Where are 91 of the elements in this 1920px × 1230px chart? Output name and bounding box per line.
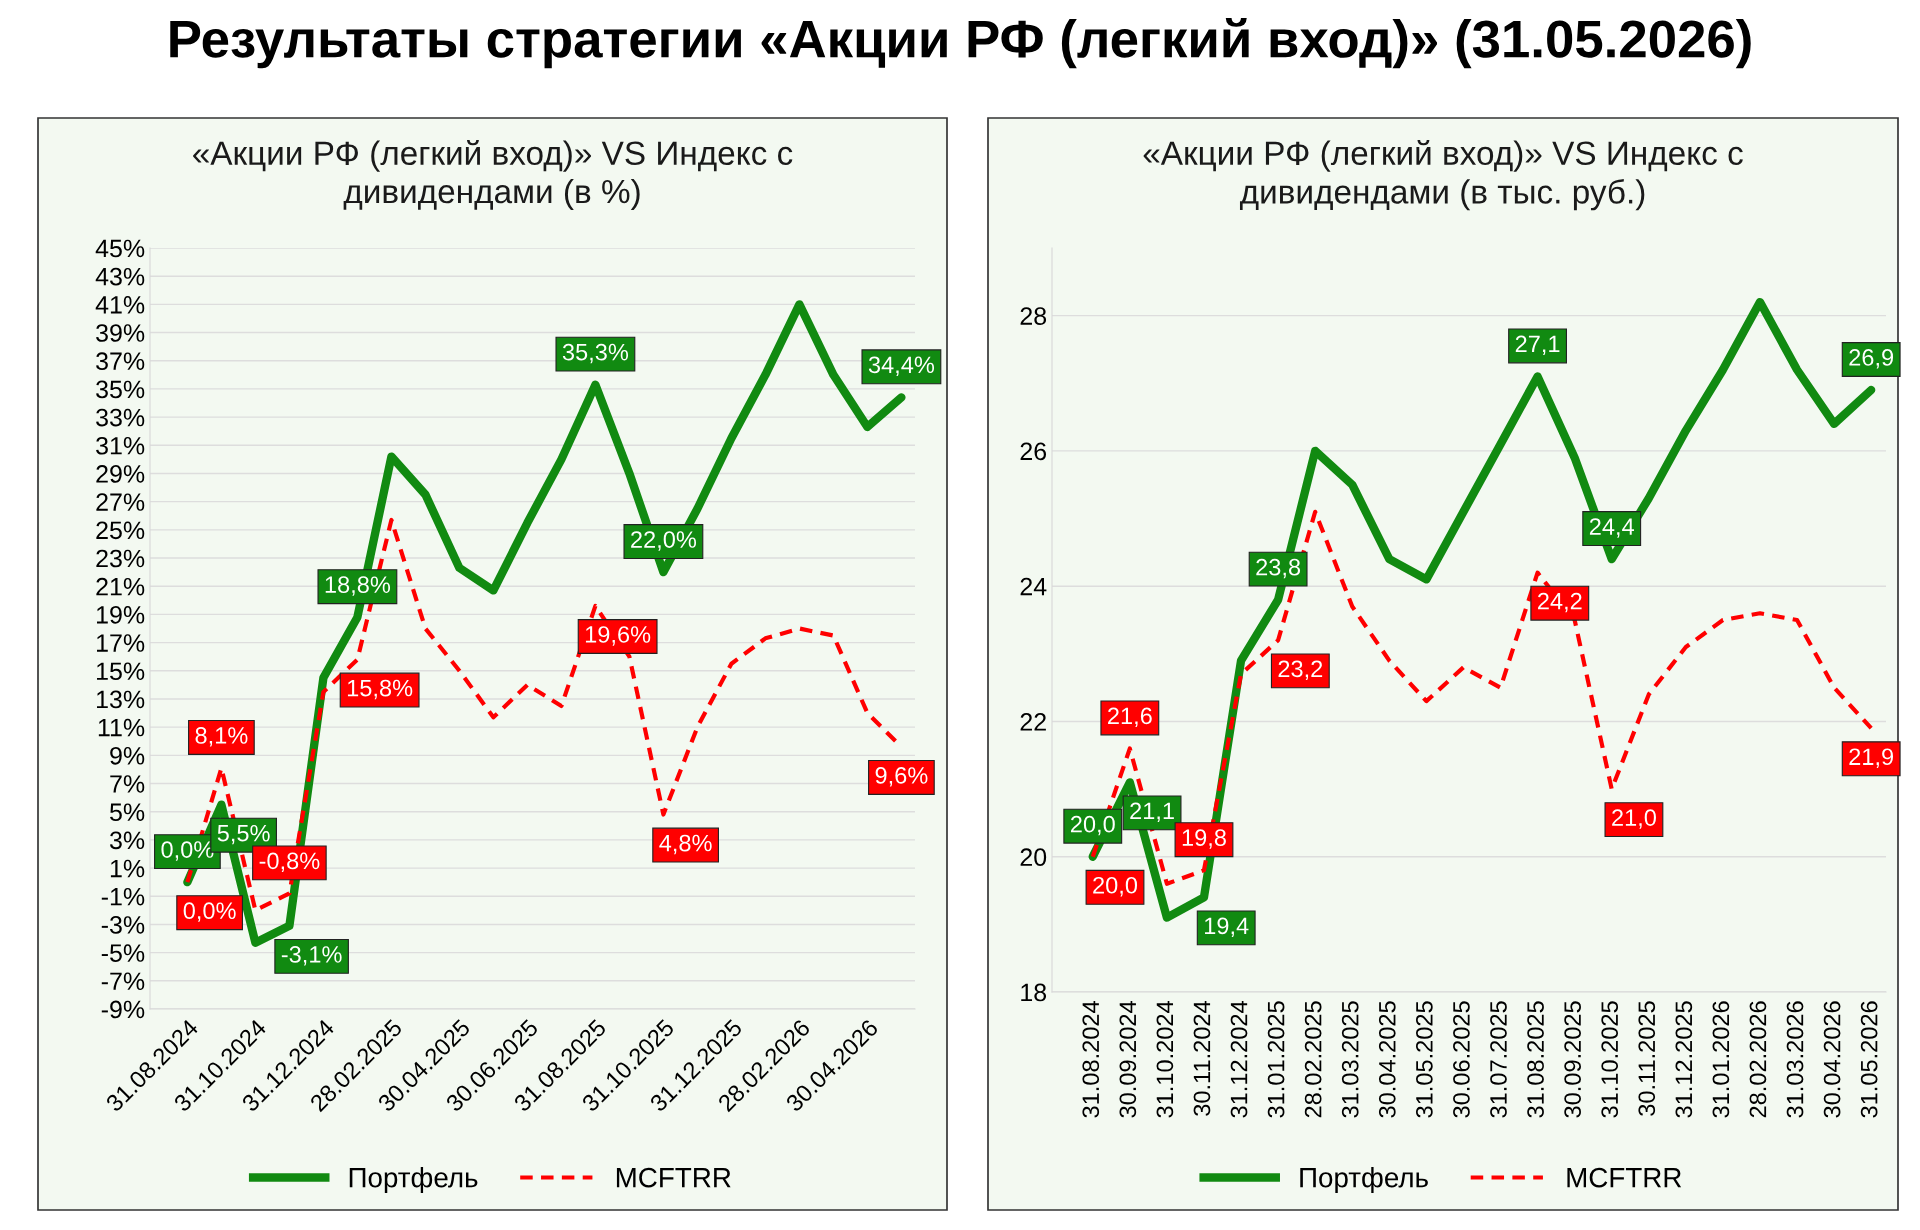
data-label: 5,5% bbox=[217, 824, 270, 845]
y-tick-label: 25% bbox=[96, 521, 145, 540]
x-tick-label: 30.11.2025 bbox=[1638, 1001, 1656, 1116]
y-tick-label: 17% bbox=[97, 634, 145, 652]
data-label: 8,1% bbox=[195, 727, 248, 747]
y-tick-label: 3% bbox=[109, 831, 145, 850]
legend-label: Портфель bbox=[1300, 1167, 1428, 1193]
x-tick-label: 31.08.2025 bbox=[1527, 1001, 1544, 1118]
data-label: 35,3% bbox=[562, 343, 629, 364]
y-tick-label: 19% bbox=[97, 606, 145, 624]
data-label: 21,6 bbox=[1108, 707, 1152, 728]
y-tick-label: 22 bbox=[1020, 713, 1046, 731]
x-tick-label: 31.08.2024 bbox=[1082, 1001, 1100, 1118]
legend-label: Портфель bbox=[349, 1167, 478, 1193]
data-label: 4,8% bbox=[659, 834, 712, 855]
y-tick-label: 33% bbox=[96, 408, 145, 427]
x-tick-label: 31.03.2026 bbox=[1786, 1001, 1804, 1118]
data-label: 19,8 bbox=[1182, 829, 1226, 849]
chart-title: «Акции РФ (легкий вход)» VS Индекс с дивидендами (в %) bbox=[193, 139, 793, 210]
y-tick-label: 5% bbox=[110, 803, 145, 822]
data-label: 20,0 bbox=[1070, 815, 1115, 836]
y-tick-label: 43% bbox=[95, 267, 145, 286]
y-tick-label: 26 bbox=[1020, 442, 1047, 461]
y-tick-label: 18 bbox=[1021, 983, 1047, 1002]
data-label: 0,0% bbox=[183, 902, 236, 922]
data-label: 23,8 bbox=[1256, 558, 1301, 579]
x-tick-label: 31.12.2025 bbox=[1675, 1001, 1693, 1118]
data-label: -0,8% bbox=[259, 852, 320, 873]
y-tick-label: -5% bbox=[101, 944, 145, 962]
y-tick-label: 41% bbox=[95, 296, 145, 314]
x-tick-label: 31.12.2024 bbox=[1230, 1001, 1248, 1118]
data-label: 19,6% bbox=[585, 626, 651, 646]
x-tick-label: 30.04.2026 bbox=[1823, 1001, 1841, 1118]
y-tick-label: 9% bbox=[110, 746, 145, 765]
y-tick-label: -7% bbox=[101, 972, 145, 991]
x-tick-label: 31.01.2025 bbox=[1267, 1001, 1285, 1118]
y-tick-label: 31% bbox=[96, 436, 145, 455]
x-tick-label: 30.06.2025 bbox=[1453, 1001, 1470, 1118]
x-tick-label: 30.11.2024 bbox=[1193, 1001, 1211, 1116]
y-tick-label: 27% bbox=[96, 493, 145, 511]
y-tick-label: 29% bbox=[96, 465, 145, 483]
y-tick-label: 15% bbox=[97, 662, 145, 681]
x-tick-label: 31.03.2025 bbox=[1341, 1001, 1359, 1118]
y-tick-label: -1% bbox=[101, 887, 145, 906]
y-tick-label: 1% bbox=[110, 859, 145, 878]
x-tick-label: 30.04.2025 bbox=[1378, 1001, 1396, 1118]
y-tick-label: 7% bbox=[110, 775, 145, 793]
x-tick-label: 31.10.2025 bbox=[1601, 1001, 1619, 1118]
data-label: 18,8% bbox=[325, 576, 391, 596]
data-label: 21,9 bbox=[1849, 748, 1894, 768]
data-label: 26,9 bbox=[1849, 349, 1894, 369]
y-tick-label: -3% bbox=[101, 916, 145, 934]
chart-title: «Акции РФ (легкий вход)» VS Индекс с дивидендами (в тыс. руб.) bbox=[1143, 139, 1743, 211]
y-tick-label: 35% bbox=[96, 380, 145, 399]
data-label: 19,4 bbox=[1205, 917, 1249, 937]
y-tick-label: 24 bbox=[1020, 577, 1047, 596]
legend-label: MCFTRR bbox=[616, 1167, 731, 1188]
data-label: 24,2 bbox=[1538, 592, 1582, 613]
x-tick-label: 30.09.2024 bbox=[1119, 1001, 1137, 1118]
x-tick-label: 31.05.2025 bbox=[1415, 1001, 1433, 1118]
data-label: 15,8% bbox=[347, 679, 413, 700]
data-label: 22,0% bbox=[631, 531, 697, 551]
data-label: 21,1 bbox=[1130, 802, 1174, 823]
y-tick-label: 45% bbox=[95, 239, 145, 258]
x-tick-label: 30.09.2025 bbox=[1564, 1001, 1581, 1118]
data-label: -3,1% bbox=[281, 946, 342, 966]
data-label: 27,1 bbox=[1515, 335, 1560, 356]
x-tick-label: 31.01.2026 bbox=[1712, 1001, 1730, 1118]
data-label: 34,4% bbox=[868, 356, 935, 376]
x-tick-label: 31.07.2025 bbox=[1490, 1001, 1507, 1118]
text: Результаты стратегии «Акции РФ (легкий вход)» (31.05.2026) bbox=[170, 18, 1751, 69]
data-label: 23,2 bbox=[1278, 660, 1323, 680]
y-tick-label: 21% bbox=[96, 577, 145, 596]
x-tick-label: 28.02.2026 bbox=[1749, 1001, 1767, 1118]
data-label: 21,0 bbox=[1612, 809, 1656, 829]
y-tick-label: 11% bbox=[98, 718, 145, 737]
y-tick-label: 13% bbox=[97, 690, 145, 709]
data-label: 20,0 bbox=[1093, 876, 1138, 897]
x-tick-label: 31.10.2024 bbox=[1156, 1001, 1174, 1118]
legend-label: MCFTRR bbox=[1567, 1167, 1682, 1188]
y-tick-label: 20 bbox=[1020, 848, 1047, 867]
y-tick-label: 28 bbox=[1020, 307, 1047, 325]
x-tick-label: 31.05.2026 bbox=[1860, 1001, 1878, 1118]
data-label: 0,0% bbox=[161, 841, 214, 861]
y-tick-label: -9% bbox=[101, 1000, 145, 1019]
y-tick-label: 39% bbox=[96, 324, 145, 342]
data-label: 9,6% bbox=[875, 767, 928, 787]
x-tick-label: 28.02.2025 bbox=[1304, 1001, 1322, 1118]
y-tick-label: 23% bbox=[96, 549, 145, 568]
y-tick-label: 37% bbox=[96, 352, 145, 371]
data-label: 24,4 bbox=[1589, 518, 1634, 538]
